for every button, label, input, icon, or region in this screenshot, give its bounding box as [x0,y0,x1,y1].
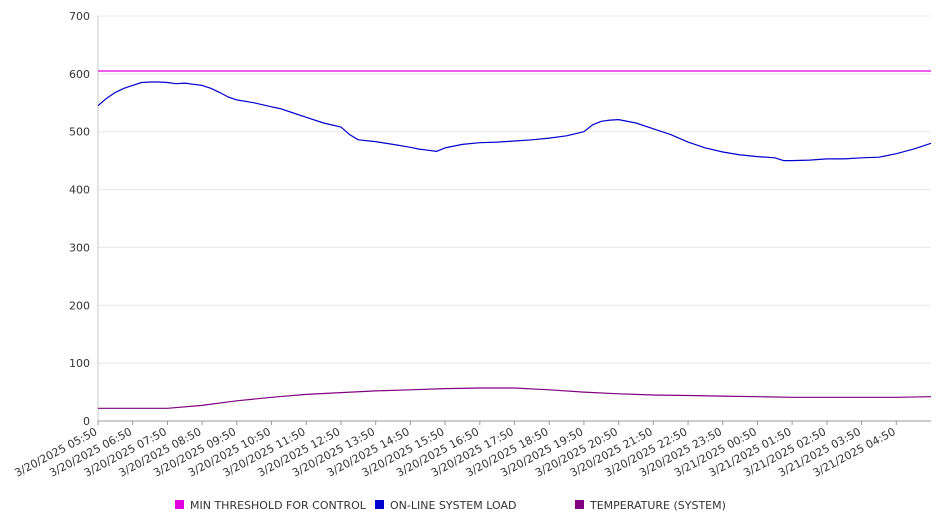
legend-label: ON-LINE SYSTEM LOAD [390,499,516,512]
y-tick-label: 300 [69,241,90,254]
legend-swatch [175,500,184,509]
legend-label: MIN THRESHOLD FOR CONTROL [190,499,367,512]
y-tick-label: 400 [69,184,90,197]
y-tick-label: 200 [69,299,90,312]
legend-label: TEMPERATURE (SYSTEM) [589,499,726,512]
y-tick-label: 600 [69,68,90,81]
y-tick-label: 100 [69,357,90,370]
series-line-on-line-system-load [97,81,932,162]
legend-swatch [575,500,584,509]
y-tick-label: 700 [69,10,90,23]
y-tick-label: 500 [69,126,90,139]
series-line-temperature-system [98,387,932,409]
y-tick-label: 0 [83,415,90,428]
legend-swatch [375,500,384,509]
